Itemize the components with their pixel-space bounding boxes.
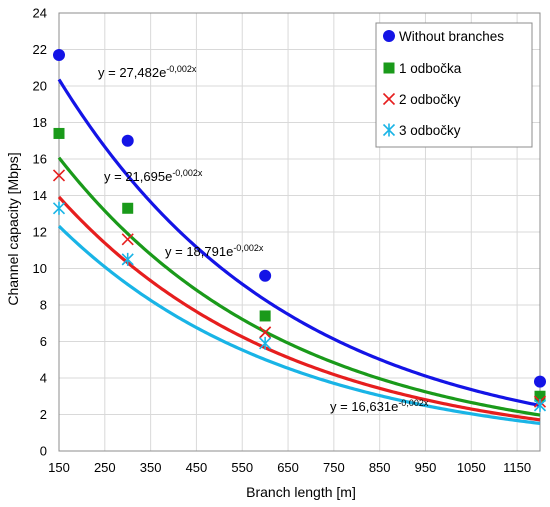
data-point <box>52 169 66 182</box>
data-point <box>121 134 134 147</box>
y-axis-title: Channel capacity [Mbps] <box>5 152 21 305</box>
x-tick-label: 250 <box>94 460 116 475</box>
trendline-equation: y = 21,695e-0,002x <box>104 168 203 184</box>
x-tick-label: 1050 <box>457 460 486 475</box>
legend-marker <box>383 62 395 74</box>
y-tick-label: 18 <box>33 115 47 130</box>
legend-marker <box>382 123 396 137</box>
data-point <box>53 48 65 61</box>
legend-label: 1 odbočka <box>399 61 462 76</box>
y-tick-label: 12 <box>33 225 47 240</box>
trendline <box>57 225 541 426</box>
data-point <box>52 201 66 215</box>
data-point <box>122 202 134 214</box>
legend-marker <box>382 92 396 106</box>
data-markers <box>52 48 547 412</box>
y-tick-label: 14 <box>33 188 47 203</box>
y-tick-label: 22 <box>33 42 47 57</box>
trendline-equation: y = 18,791e-0,002x <box>165 243 264 259</box>
x-axis-title: Branch length [m] <box>246 484 356 500</box>
y-tick-label: 8 <box>40 298 47 313</box>
trendline <box>57 195 541 422</box>
data-point <box>259 336 272 350</box>
data-point <box>533 398 547 412</box>
y-tick-label: 20 <box>33 79 47 94</box>
y-tick-label: 4 <box>40 371 47 386</box>
trendline-equation: y = 27,482e-0,002x <box>98 64 197 80</box>
x-tick-label: 450 <box>186 460 208 475</box>
trendline <box>57 78 541 408</box>
x-tick-label: 550 <box>231 460 253 475</box>
data-point <box>259 326 272 339</box>
legend-label: Without branches <box>399 29 504 44</box>
y-tick-label: 24 <box>33 6 47 21</box>
legend: Without branches 1 odbočka 2 odbočky 3 odbo… <box>375 22 533 148</box>
data-point <box>259 310 271 322</box>
x-tick-label: 850 <box>369 460 391 475</box>
legend-label: 2 odbočky <box>399 92 461 107</box>
x-tick-label: 650 <box>277 460 299 475</box>
trendlines <box>57 78 541 426</box>
data-point <box>53 127 65 139</box>
x-tick-label: 1150 <box>503 460 531 475</box>
data-point <box>259 269 272 282</box>
legend-marker <box>383 30 395 42</box>
x-tick-label: 950 <box>415 460 437 475</box>
trendline-equations: y = 27,482e-0,002x y = 21,695e-0,002x y = … <box>98 64 429 414</box>
x-tick-label: 750 <box>323 460 345 475</box>
legend-label: 3 odbočky <box>399 123 461 138</box>
data-point <box>121 233 134 246</box>
plot-area-frame <box>58 12 541 452</box>
y-tick-label: 2 <box>40 407 47 422</box>
x-tick-label: 150 <box>48 460 70 475</box>
legend-box <box>375 22 533 148</box>
y-tick-label: 10 <box>33 261 47 276</box>
y-tick-label: 0 <box>40 444 47 459</box>
y-tick-label: 16 <box>33 152 47 167</box>
trendline <box>57 156 541 417</box>
data-point <box>121 252 134 266</box>
data-point <box>534 390 546 402</box>
x-tick-label: 350 <box>140 460 162 475</box>
trendline-equation: y = 16,631e-0,002x <box>330 398 429 414</box>
x-axis-tick-labels: 150 250 350 450 550 650 750 850 950 1050 1150 <box>48 460 531 475</box>
data-point <box>534 375 546 388</box>
y-tick-label: 6 <box>40 334 47 349</box>
